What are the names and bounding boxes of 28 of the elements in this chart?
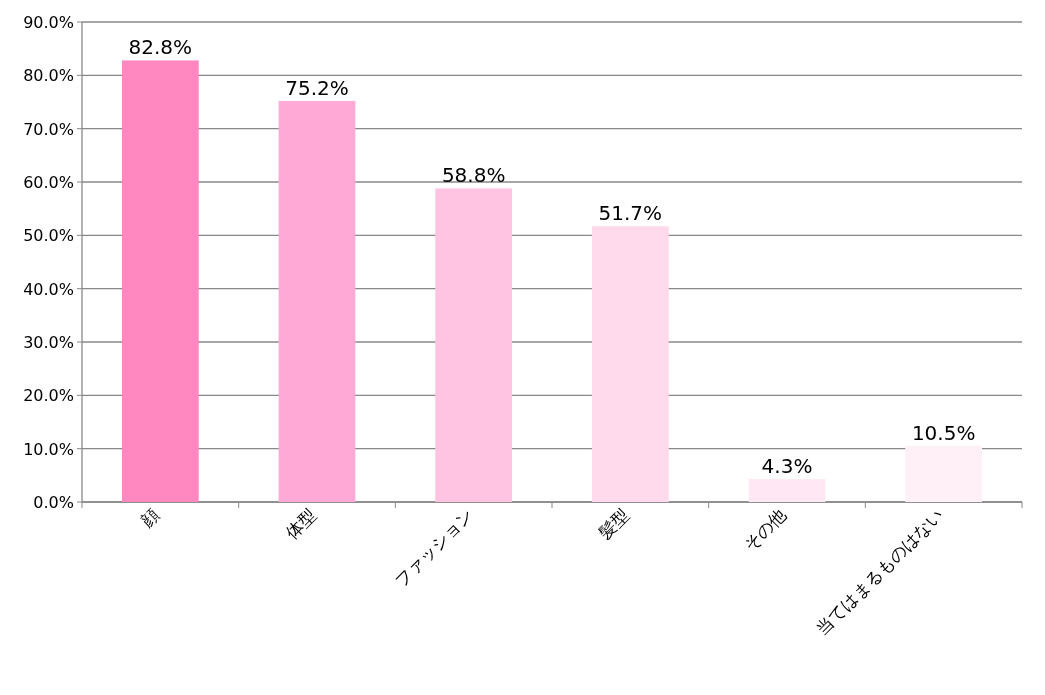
bar: [748, 479, 826, 502]
y-tick-label: 20.0%: [23, 386, 74, 406]
y-tick-label: 50.0%: [23, 226, 74, 246]
bar: [121, 60, 199, 502]
x-tick-label: 顔: [137, 504, 164, 531]
x-tick-label: 髪型: [594, 504, 634, 543]
bar: [435, 188, 513, 502]
data-label: 82.8%: [128, 35, 193, 60]
data-label: 75.2%: [285, 75, 349, 100]
x-tick-label: 体型: [281, 504, 320, 543]
y-tick-label: 80.0%: [23, 66, 74, 86]
y-tick-label: 40.0%: [23, 279, 74, 299]
y-tick-label: 10.0%: [23, 439, 74, 459]
data-label: 51.7%: [598, 201, 663, 226]
y-tick-label: 60.0%: [23, 173, 74, 192]
data-label: 10.5%: [911, 421, 976, 445]
x-tick-label: その他: [739, 504, 790, 555]
x-tick-label: ファッション: [390, 504, 477, 591]
bar: [278, 100, 356, 502]
bar: [591, 226, 669, 502]
x-tick-label: 当てはまるものはない: [812, 504, 947, 640]
y-tick-label: 90.0%: [23, 13, 74, 32]
data-label: 58.8%: [441, 163, 506, 188]
y-tick-label: 30.0%: [23, 333, 74, 352]
y-tick-label: 0.0%: [33, 493, 74, 512]
data-label: 4.3%: [761, 454, 813, 479]
y-tick-label: 70.0%: [23, 119, 74, 139]
bar: [905, 446, 983, 502]
